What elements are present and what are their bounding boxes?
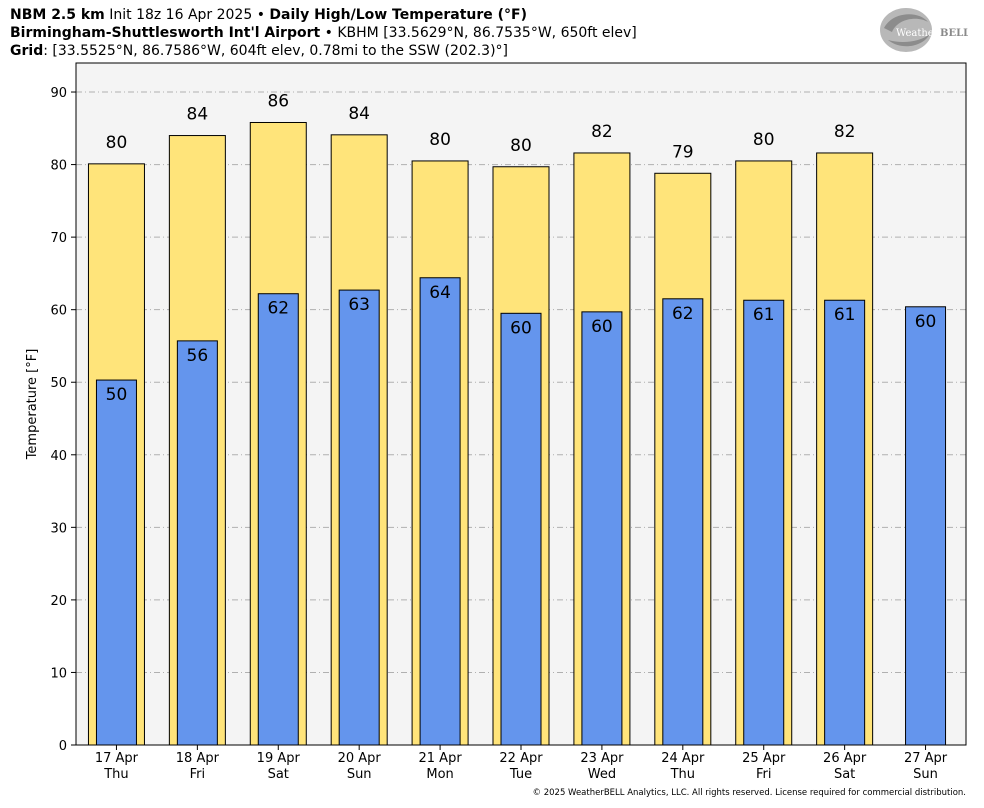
low-temp-bar <box>662 298 704 746</box>
weatherbell-swirl-logo-icon <box>880 8 932 52</box>
x-tick-label-date: 21 Apr <box>419 751 463 766</box>
high-temp-label: 80 <box>429 130 451 150</box>
logo-text-a: Weather <box>896 28 939 39</box>
init-time: Init 18z 16 Apr 2025 <box>109 7 253 23</box>
x-tick-label-day: Fri <box>190 767 206 782</box>
y-tick-label: 80 <box>50 159 67 174</box>
low-temp-label: 60 <box>510 318 532 338</box>
low-temp-label: 50 <box>106 385 128 405</box>
high-temp-label: 84 <box>187 105 209 125</box>
weatherbell-logo: Weather BELL <box>880 8 968 52</box>
x-tick-label-day: Thu <box>670 767 695 782</box>
low-temp-label: 61 <box>753 305 775 325</box>
y-tick-label: 20 <box>50 594 67 609</box>
low-temp-label: 64 <box>429 283 451 303</box>
product-title: Daily High/Low Temperature (°F) <box>269 7 527 23</box>
x-tick-label-date: 23 Apr <box>580 751 624 766</box>
y-tick-label: 60 <box>50 304 67 319</box>
x-tick-label-date: 27 Apr <box>904 751 948 766</box>
separator-dot: • <box>324 25 333 41</box>
low-temp-bar <box>419 277 461 746</box>
logo-text-b: BELL <box>940 28 968 39</box>
y-tick-label: 40 <box>50 449 67 464</box>
copyright-notice: © 2025 WeatherBELL Analytics, LLC. All r… <box>532 788 966 798</box>
separator-dot: • <box>256 7 265 23</box>
low-temp-label: 60 <box>915 312 937 332</box>
model-name: NBM 2.5 km <box>10 7 105 23</box>
x-tick-label-day: Wed <box>588 767 616 782</box>
high-temp-label: 80 <box>106 133 128 153</box>
high-temp-label: 84 <box>348 104 370 124</box>
x-tick-label-day: Sun <box>913 767 938 782</box>
x-tick-label-day: Tue <box>509 767 532 782</box>
high-temp-label: 82 <box>834 122 856 142</box>
low-temp-bar <box>581 311 623 746</box>
header-line-1: NBM 2.5 km Init 18z 16 Apr 2025 • Daily … <box>10 6 637 24</box>
x-tick-label-date: 20 Apr <box>338 751 382 766</box>
x-tick-label-date: 18 Apr <box>176 751 220 766</box>
x-tick-label-day: Sat <box>268 767 289 782</box>
grid-info: : [33.5525°N, 86.7586°W, 604ft elev, 0.7… <box>43 43 509 59</box>
high-temp-label: 79 <box>672 142 694 162</box>
high-temp-label: 80 <box>753 130 775 150</box>
header-line-2: Birmingham-Shuttlesworth Int'l Airport •… <box>10 24 637 42</box>
grid-label: Grid <box>10 43 44 59</box>
x-tick-label-date: 26 Apr <box>823 751 867 766</box>
high-temp-label: 82 <box>591 122 613 142</box>
y-tick-label: 30 <box>50 521 67 536</box>
x-tick-label-date: 17 Apr <box>95 751 139 766</box>
low-temp-label: 63 <box>348 295 370 315</box>
low-temp-bar <box>338 289 380 746</box>
high-temp-label: 86 <box>267 91 289 111</box>
station-info: KBHM [33.5629°N, 86.7535°W, 650ft elev] <box>337 25 637 41</box>
low-temp-label: 62 <box>672 304 694 324</box>
low-temp-label: 56 <box>187 346 209 366</box>
low-temp-bar <box>95 379 137 746</box>
y-tick-label: 0 <box>59 739 67 754</box>
x-tick-label-date: 25 Apr <box>742 751 786 766</box>
x-tick-label-day: Mon <box>426 767 453 782</box>
x-tick-label-day: Fri <box>756 767 772 782</box>
x-tick-label-date: 19 Apr <box>257 751 301 766</box>
x-tick-label-day: Sat <box>834 767 855 782</box>
x-tick-label-date: 22 Apr <box>499 751 543 766</box>
x-tick-label-day: Sun <box>347 767 372 782</box>
y-tick-label: 10 <box>50 666 67 681</box>
y-tick-label: 90 <box>50 86 67 101</box>
header-line-3: Grid: [33.5525°N, 86.7586°W, 604ft elev,… <box>10 42 637 60</box>
station-name: Birmingham-Shuttlesworth Int'l Airport <box>10 25 321 41</box>
high-temp-label: 80 <box>510 136 532 156</box>
x-tick-label-date: 24 Apr <box>661 751 705 766</box>
y-axis-label: Temperature [°F] <box>25 349 40 461</box>
low-temp-bar <box>743 299 785 746</box>
low-temp-bar <box>500 312 542 746</box>
low-temp-bar <box>824 299 866 746</box>
low-temp-bar <box>176 340 218 746</box>
low-temp-bar <box>905 306 947 746</box>
low-temp-label: 60 <box>591 317 613 337</box>
x-tick-label-day: Thu <box>103 767 128 782</box>
y-tick-label: 70 <box>50 231 67 246</box>
y-tick-label: 50 <box>50 376 67 391</box>
low-temp-bar <box>257 293 299 746</box>
low-temp-label: 61 <box>834 305 856 325</box>
low-temp-label: 62 <box>267 299 289 319</box>
chart-header: NBM 2.5 km Init 18z 16 Apr 2025 • Daily … <box>10 6 637 60</box>
